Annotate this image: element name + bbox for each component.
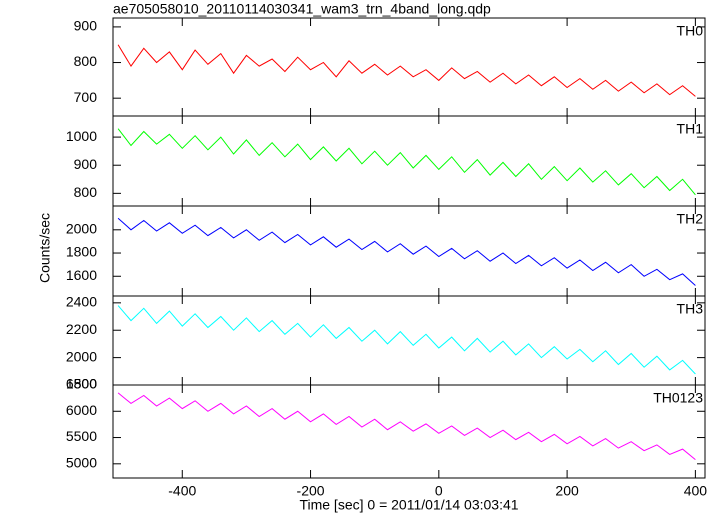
x-tick-label: 0 <box>435 483 443 499</box>
y-tick-label: 5500 <box>66 428 97 444</box>
panel-label: TH0123 <box>653 390 703 406</box>
data-line <box>117 44 696 97</box>
x-tick-label: -200 <box>297 483 325 499</box>
data-line <box>117 392 696 460</box>
y-tick-label: 1800 <box>66 376 97 392</box>
data-line <box>117 217 696 286</box>
x-tick-label: 200 <box>555 483 579 499</box>
chart-title: ae705058010_20110114030341_wam3_trn_4ban… <box>113 1 491 17</box>
x-tick-label: 400 <box>684 483 708 499</box>
panel-frame <box>112 384 706 479</box>
y-tick-label: 6000 <box>66 402 97 418</box>
y-tick-label: 6500 <box>66 376 97 392</box>
x-axis-label: Time [sec] 0 = 2011/01/14 03:03:41 <box>299 497 518 513</box>
y-tick-label: 5000 <box>66 455 97 471</box>
y-tick-label: 1600 <box>66 267 97 283</box>
y-tick-label: 700 <box>74 89 98 105</box>
x-tick-label: -400 <box>168 483 196 499</box>
y-tick-label: 2000 <box>66 221 97 237</box>
panel-label: TH0 <box>677 23 704 39</box>
panel-label: TH2 <box>677 211 704 227</box>
data-line <box>117 305 696 375</box>
y-tick-label: 800 <box>74 184 98 200</box>
y-tick-label: 2400 <box>66 294 97 310</box>
y-tick-label: 800 <box>74 53 98 69</box>
y-tick-label: 1800 <box>66 244 97 260</box>
y-tick-label: 2000 <box>66 348 97 364</box>
y-tick-label: 1000 <box>66 128 97 144</box>
panel-frame <box>112 17 706 117</box>
data-line <box>117 128 696 196</box>
panel-frame <box>112 115 706 207</box>
y-tick-label: 2200 <box>66 321 97 337</box>
y-axis-label: Counts/sec <box>37 213 53 283</box>
panel-label: TH3 <box>677 301 704 317</box>
y-tick-label: 900 <box>74 18 98 34</box>
y-tick-label: 900 <box>74 156 98 172</box>
panel-label: TH1 <box>677 121 704 137</box>
